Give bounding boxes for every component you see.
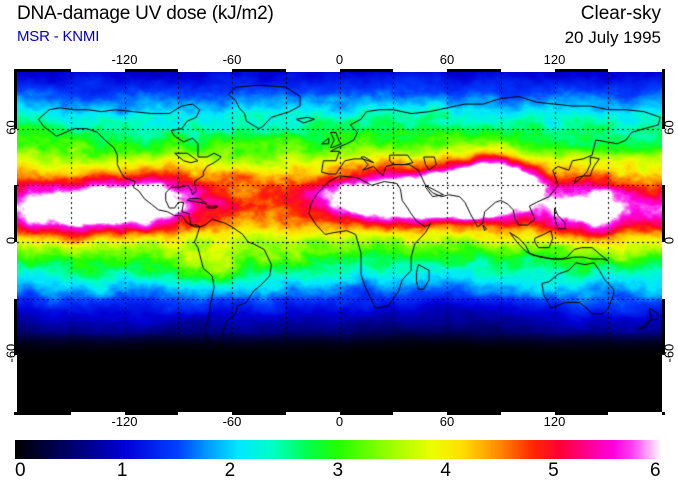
- frame-tick-top: [285, 69, 340, 72]
- x-axis-tick-bottom: 0: [335, 414, 344, 429]
- frame-tick-top: [178, 69, 232, 72]
- frame-tick-bottom: [608, 412, 662, 415]
- colorbar-tick-label: 6: [650, 460, 661, 481]
- map-panel: [14, 69, 665, 415]
- frame-tick-left: [14, 355, 17, 412]
- y-axis-tick-right: -60: [661, 344, 677, 363]
- data-source-label: MSR - KNMI: [17, 28, 100, 45]
- frame-tick-top: [500, 69, 555, 72]
- x-axis-tick-top: 0: [335, 52, 344, 67]
- frame-tick-right: [662, 242, 665, 299]
- colorbar-tick-label: 5: [548, 460, 559, 481]
- colorbar-tick-label: 2: [224, 460, 236, 481]
- frame-tick-bottom: [500, 412, 555, 415]
- y-axis-tick-left: 60: [3, 119, 19, 135]
- x-axis-tick-top: -120: [111, 52, 138, 67]
- x-axis-tick-bottom: 120: [543, 414, 566, 429]
- x-axis-tick-bottom: -60: [222, 414, 242, 429]
- frame-tick-top: [393, 69, 447, 72]
- frame-tick-top: [608, 69, 662, 72]
- y-axis-tick-left: 0: [3, 236, 19, 245]
- frame-tick-top: [70, 69, 125, 72]
- colorbar-tick-label: 1: [116, 460, 128, 481]
- frame-tick-bottom: [178, 412, 232, 415]
- x-axis-tick-top: -60: [222, 52, 242, 67]
- colorbar-gradient: [15, 440, 662, 459]
- colorbar: [15, 440, 662, 459]
- frame-tick-right: [662, 128, 665, 186]
- condition-label: Clear-sky: [580, 3, 661, 24]
- colorbar-tick-label: 4: [440, 460, 451, 481]
- x-axis-tick-bottom: -120: [111, 414, 138, 429]
- frame-tick-right: [662, 355, 665, 412]
- y-axis-tick-right: 60: [661, 119, 677, 135]
- y-axis-tick-right: 0: [661, 236, 677, 245]
- frame-tick-bottom: [393, 412, 447, 415]
- colorbar-tick-label: 0: [15, 460, 26, 481]
- frame-tick-bottom: [285, 412, 340, 415]
- frame-tick-left: [14, 242, 17, 299]
- frame-tick-bottom: [70, 412, 125, 415]
- page-title: DNA-damage UV dose (kJ/m2): [17, 3, 274, 24]
- x-axis-tick-top: 60: [439, 52, 455, 67]
- x-axis-tick-top: 120: [543, 52, 566, 67]
- frame-tick-left: [14, 128, 17, 186]
- colorbar-tick-label: 3: [332, 460, 344, 481]
- uv-dose-heatmap: [17, 72, 662, 412]
- date-label: 20 July 1995: [564, 28, 661, 47]
- y-axis-tick-left: -60: [3, 344, 19, 363]
- x-axis-tick-bottom: 60: [439, 414, 455, 429]
